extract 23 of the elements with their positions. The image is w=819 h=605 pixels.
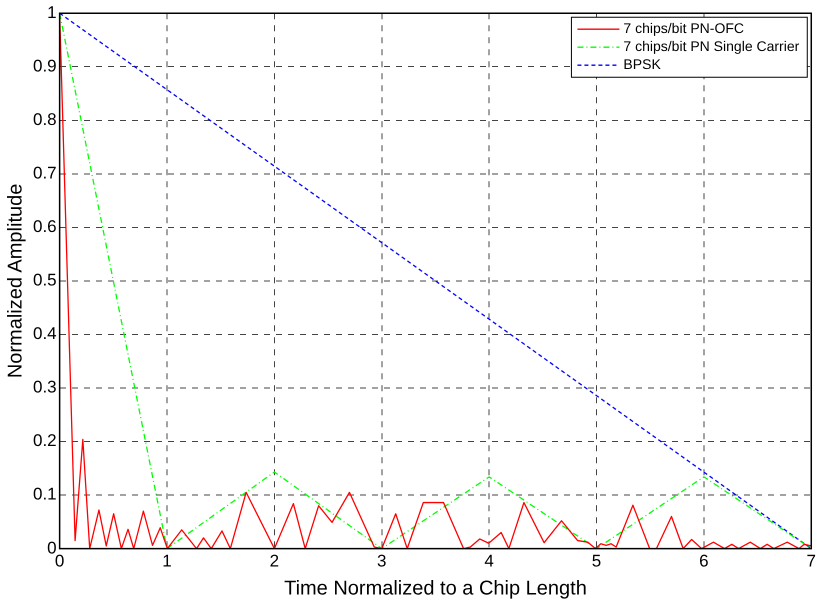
- y-tick-label: 0.2: [32, 431, 57, 450]
- x-tick-label: 7: [806, 551, 816, 570]
- x-tick-label: 3: [377, 551, 386, 570]
- x-tick-label: 5: [592, 551, 602, 570]
- x-tick-label: 1: [162, 551, 172, 570]
- y-tick-label: 0.3: [32, 378, 57, 397]
- legend-label: BPSK: [623, 56, 662, 72]
- legend-label: 7 chips/bit PN Single Carrier: [623, 38, 800, 54]
- y-tick-label: 0.7: [32, 164, 57, 183]
- x-axis-title: Time Normalized to a Chip Length: [284, 578, 587, 600]
- x-tick-label: 6: [699, 551, 709, 570]
- y-tick-label: 0.8: [32, 110, 57, 129]
- y-tick-label: 1: [47, 2, 57, 22]
- y-tick-label: 0.1: [32, 484, 57, 504]
- y-tick-label: 0.6: [32, 217, 57, 236]
- y-tick-label: 0: [47, 538, 57, 558]
- y-axis-title: Normalized Amplitude: [4, 184, 27, 378]
- legend-label: 7 chips/bit PN-OFC: [623, 20, 744, 36]
- x-tick-label: 2: [270, 551, 280, 570]
- x-tick-label: 4: [484, 551, 494, 570]
- y-tick-label: 0.9: [32, 56, 57, 76]
- y-tick-label: 0.5: [32, 270, 57, 290]
- y-tick-label: 0.4: [32, 324, 57, 344]
